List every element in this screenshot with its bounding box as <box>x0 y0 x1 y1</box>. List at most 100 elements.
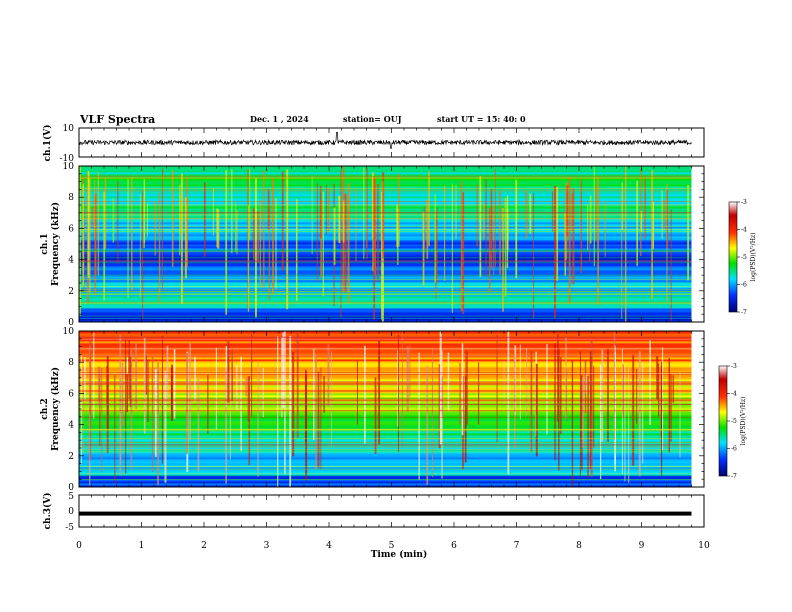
spectrogram-streak <box>121 362 124 427</box>
x-tick-label: 10 <box>698 541 710 551</box>
spectrogram-band <box>79 377 692 380</box>
spectrogram-band <box>79 264 692 267</box>
spectrogram-streak <box>636 180 638 266</box>
spectrogram-streak <box>245 377 248 397</box>
spectrogram-band <box>79 178 692 181</box>
spectrogram-streak <box>436 207 438 283</box>
y-tick-label: 8 <box>68 358 74 368</box>
waveform-ch3-panel: 5 0 -5 ch.3(V) 0 1 2 3 4 5 6 7 8 9 10 Time (min) <box>42 492 710 560</box>
spectrogram-streak <box>372 172 374 272</box>
spectrogram-streak <box>289 335 292 487</box>
spectrogram-streak <box>373 176 376 320</box>
spectrogram-streak <box>595 185 597 242</box>
spectrogram-streak <box>235 202 237 252</box>
spectrogram-streak <box>640 211 643 232</box>
spectrogram-streak <box>663 199 665 230</box>
spectrogram-band <box>79 427 692 430</box>
spectrogram-streak <box>155 369 157 457</box>
spectrogram-streak <box>262 367 264 418</box>
spectrogram-band <box>79 238 692 241</box>
spectrogram-band <box>79 485 692 488</box>
x-tick-label: 0 <box>76 541 82 551</box>
spectrogram-band <box>79 401 692 404</box>
spectrogram-streak <box>572 188 575 285</box>
spectrogram-band <box>79 425 692 428</box>
spectrogram-streak <box>378 341 381 445</box>
x-tick-label: 4 <box>326 541 332 551</box>
spectrogram-band <box>79 250 692 253</box>
no-data-region <box>691 331 704 487</box>
spectrogram-band <box>79 335 692 338</box>
spectrogram-band <box>79 353 692 356</box>
spectrogram-band <box>79 246 692 249</box>
y-tick-label: 4 <box>68 421 74 431</box>
y-tick-label: 6 <box>68 224 74 234</box>
spectrogram-streak <box>672 375 674 403</box>
spectrogram-streak <box>227 341 230 403</box>
spectrogram-streak <box>131 177 133 290</box>
spectrogram-ch1-ylabel-channel: ch.1 <box>40 233 50 254</box>
spectrogram-band <box>79 349 692 352</box>
spectrogram-band <box>79 417 692 420</box>
spectrogram-streak <box>584 359 587 414</box>
spectrogram-streak <box>551 191 554 232</box>
spectrogram-streak <box>305 371 308 481</box>
spectrogram-band <box>79 407 692 410</box>
spectrogram-streak <box>323 375 325 413</box>
spectrogram-streak <box>161 168 163 290</box>
spectrogram-streak <box>275 198 277 289</box>
spectrogram-streak <box>215 347 217 430</box>
spectrogram-streak <box>357 360 358 425</box>
colorbar-tick-label: -4 <box>741 227 747 234</box>
spectrogram-streak <box>621 190 623 319</box>
spectrogram-streak <box>478 362 480 425</box>
spectrogram-streak <box>282 332 285 408</box>
spectrogram-band <box>79 258 692 261</box>
spectrogram-band <box>79 210 692 213</box>
spectrogram-streak <box>128 339 130 399</box>
y-tick-label: 8 <box>68 193 74 203</box>
spectrogram-band <box>79 357 692 360</box>
spectrogram-streak <box>455 184 457 240</box>
spectrogram-streak <box>98 366 101 401</box>
spectrogram-band <box>79 302 692 305</box>
spectrogram-streak <box>406 346 409 413</box>
spectrogram-band <box>79 182 692 185</box>
spectrogram-streak <box>546 344 548 435</box>
spectrogram-band <box>79 343 692 346</box>
spectrogram-band <box>79 244 692 247</box>
spectrogram-band <box>79 355 692 358</box>
spectrogram-band <box>79 459 692 462</box>
spectrogram-band <box>79 304 692 307</box>
spectrogram-streak <box>529 193 532 234</box>
spectrogram-band <box>79 272 692 275</box>
spectrogram-streak <box>503 361 505 404</box>
spectrogram-streak <box>259 199 261 288</box>
spectrogram-streak <box>434 194 436 283</box>
spectrogram-streak <box>231 348 233 402</box>
spectrogram-ch1-image <box>79 166 704 323</box>
spectrogram-streak <box>507 331 510 475</box>
spectrogram-streak <box>117 181 119 264</box>
spectrogram-band <box>79 196 692 199</box>
spectrogram-streak <box>687 184 690 281</box>
spectrogram-streak <box>670 209 672 321</box>
x-tick-label: 8 <box>576 541 582 551</box>
spectrogram-streak <box>443 185 446 281</box>
spectrogram-streak <box>560 357 562 434</box>
spectrogram-band <box>79 186 692 189</box>
spectrogram-streak <box>401 331 403 447</box>
spectrogram-streak <box>465 349 467 463</box>
spectrogram-streak <box>652 201 655 249</box>
spectrogram-band <box>79 314 692 317</box>
spectrogram-streak <box>126 373 128 413</box>
spectrogram-streak <box>565 337 567 420</box>
spectrogram-band <box>79 276 692 279</box>
spectrogram-streak <box>94 193 97 275</box>
x-axis-label: Time (min) <box>371 549 428 560</box>
spectrogram-band <box>79 242 692 245</box>
spectrogram-streak <box>660 361 663 476</box>
spectrogram-streak <box>158 192 161 303</box>
spectrogram-streak <box>216 208 218 248</box>
colorbar-ch1-label: log(PSD)(V²/Hz) <box>750 233 757 282</box>
